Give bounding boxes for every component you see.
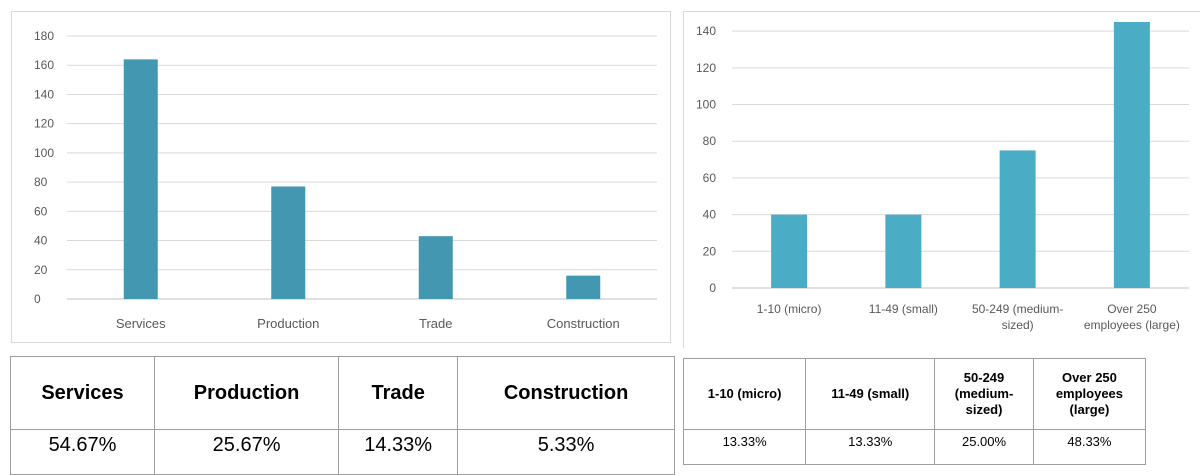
header-line: sized)	[965, 402, 1003, 418]
bar	[418, 236, 453, 299]
sector-share-table: Services Production Trade Construction 5…	[10, 356, 675, 475]
bar	[123, 59, 158, 299]
value-services: 54.67%	[10, 429, 155, 475]
y-tick-label: 60	[34, 204, 48, 218]
y-tick-label: 60	[703, 171, 717, 185]
y-tick-label: 80	[703, 134, 717, 148]
category-label: Over 250	[1107, 302, 1157, 316]
header-line: (large)	[1069, 402, 1110, 418]
category-label: Production	[257, 316, 319, 331]
y-tick-label: 80	[34, 175, 48, 189]
sector-chart-panel: 0 20 40 60 80 100 120 140 160 180 Services Producti…	[11, 11, 671, 343]
y-tick-label: 40	[703, 208, 717, 222]
size-bar-chart: 0 20 40 60 80 100 120 140 1-10 (micro) 11-49 (sma…	[696, 22, 1189, 332]
table-header-row: Services Production Trade Construction	[10, 356, 675, 430]
y-tick-label: 20	[34, 263, 48, 277]
header-line: 50-249	[963, 369, 1005, 385]
bar	[771, 214, 808, 288]
y-tick-label: 160	[34, 58, 54, 72]
sector-bar-chart: 0 20 40 60 80 100 120 140 160 180 Services Producti…	[34, 29, 657, 331]
y-tick-label: 100	[34, 146, 54, 160]
y-tick-label: 120	[34, 117, 54, 131]
y-tick-label: 0	[709, 281, 716, 295]
header-construction: Construction	[457, 356, 675, 430]
header-line: Over 250	[1061, 369, 1117, 385]
bar	[271, 186, 306, 299]
value-micro: 13.33%	[682, 429, 807, 465]
value-construction: 5.33%	[457, 429, 675, 475]
bar	[1113, 22, 1150, 288]
y-tick-label: 100	[696, 98, 716, 112]
header-small: 11-49 (small)	[805, 358, 936, 430]
value-large: 48.33%	[1032, 429, 1147, 465]
bar	[999, 150, 1036, 288]
y-tick-label: 40	[34, 234, 48, 248]
table-header-row: 1-10 (micro) 11-49 (small) 50-249 (mediu…	[682, 358, 1147, 430]
category-label: Services	[116, 316, 166, 331]
bar	[885, 214, 922, 288]
header-line: 1-10 (micro)	[707, 385, 782, 401]
y-tick-label: 0	[34, 292, 41, 306]
header-services: Services	[10, 356, 155, 430]
table-row: 54.67% 25.67% 14.33% 5.33%	[10, 429, 675, 475]
y-tick-label: 140	[34, 87, 54, 101]
bar	[566, 275, 601, 299]
header-production: Production	[153, 356, 340, 430]
header-large: Over 250 employees (large)	[1032, 358, 1147, 430]
value-medium: 25.00%	[934, 429, 1034, 465]
category-label: 11-49 (small)	[869, 302, 938, 316]
category-label: sized)	[1002, 318, 1034, 332]
value-trade: 14.33%	[338, 429, 459, 475]
header-line: employees	[1055, 385, 1124, 401]
header-line: (medium-	[954, 385, 1014, 401]
category-label: employees (large)	[1084, 318, 1180, 332]
category-label: Construction	[547, 316, 620, 331]
category-label: Trade	[419, 316, 452, 331]
header-line: 11-49 (small)	[831, 385, 910, 401]
category-label: 1-10 (micro)	[757, 302, 822, 316]
y-tick-label: 180	[34, 29, 54, 43]
y-tick-label: 140	[696, 24, 716, 38]
value-small: 13.33%	[805, 429, 936, 465]
y-tick-label: 20	[703, 244, 717, 258]
header-medium: 50-249 (medium- sized)	[934, 358, 1034, 430]
category-label: 50-249 (medium-	[972, 302, 1063, 316]
value-production: 25.67%	[153, 429, 340, 475]
y-tick-label: 120	[696, 61, 716, 75]
header-micro: 1-10 (micro)	[682, 358, 807, 430]
size-chart-panel: 0 20 40 60 80 100 120 140 1-10 (micro) 11-49 (sma…	[683, 11, 1200, 348]
header-trade: Trade	[338, 356, 459, 430]
size-share-table: 1-10 (micro) 11-49 (small) 50-249 (mediu…	[682, 358, 1147, 465]
table-row: 13.33% 13.33% 25.00% 48.33%	[682, 429, 1147, 465]
